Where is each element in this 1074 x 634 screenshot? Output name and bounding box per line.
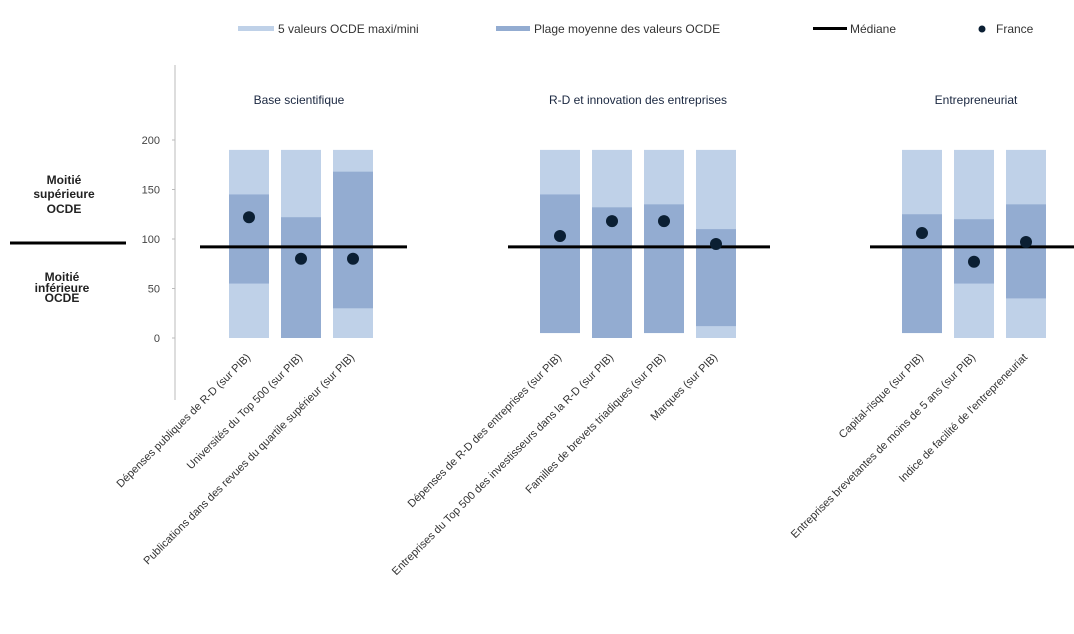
upper-half-label-line-3: OCDE [47, 202, 82, 216]
category-label: Universités du Top 500 (sur PIB) [185, 352, 305, 472]
upper-half-label-line-1: Moitié [47, 173, 82, 187]
panel-title: Base scientifique [254, 93, 345, 107]
legend-range-swatch [238, 26, 274, 31]
lower-half-label-line-3: OCDE [45, 291, 80, 305]
lower-half-label-line-2: inférieure [35, 281, 90, 295]
middle-band [1006, 204, 1046, 299]
y-tick-label: 100 [142, 234, 160, 246]
middle-band [333, 171, 373, 309]
legend-france: France [978, 22, 1034, 36]
france-point [710, 237, 722, 250]
panel-title: Entrepreneuriat [935, 93, 1018, 107]
legend-middle: Plage moyenne des valeurs OCDE [496, 22, 720, 36]
france-point [606, 215, 618, 228]
legend-range-label: 5 valeurs OCDE maxi/mini [278, 22, 419, 36]
middle-band [592, 207, 632, 338]
middle-band [954, 219, 994, 284]
y-tick-label: 200 [142, 135, 160, 147]
category-label: Publications dans des revues du quartile… [142, 352, 358, 568]
france-point [347, 252, 359, 265]
panel-2: R-D et innovation des entreprisesDépense… [390, 93, 770, 578]
legend-median-label: Médiane [850, 22, 896, 36]
france-point [1020, 235, 1032, 248]
y-tick-label: 150 [142, 185, 160, 197]
category-label: Capital-risque (sur PIB) [837, 352, 926, 441]
category-label: Entreprises du Top 500 des investisseurs… [390, 352, 616, 578]
legend-middle-swatch [496, 26, 530, 31]
y-tick-label: 0 [154, 333, 160, 345]
middle-band [540, 194, 580, 334]
legend-france-label: France [996, 22, 1034, 36]
lower-half-label-line-1: Moitié [45, 270, 80, 284]
category-label: Entreprises brevetantes de moins de 5 an… [789, 352, 978, 541]
france-point [243, 211, 255, 224]
legend: 5 valeurs OCDE maxi/mini Plage moyenne d… [238, 22, 1034, 36]
france-point [916, 227, 928, 240]
france-point [554, 230, 566, 243]
legend-range: 5 valeurs OCDE maxi/mini [238, 22, 419, 36]
france-point [968, 255, 980, 268]
panel-3: Entrepreneuriat Capital-risque (sur PIB)E… [789, 93, 1074, 541]
france-point [295, 252, 307, 265]
middle-band [229, 194, 269, 284]
middle-band [281, 217, 321, 338]
half-labels: Moitié supérieure OCDE Moitié inférieure… [10, 173, 126, 305]
legend-middle-label: Plage moyenne des valeurs OCDE [534, 22, 720, 36]
panel-title: R-D et innovation des entreprises [549, 93, 727, 107]
y-ticks: 0 50 100 150 200 [142, 135, 175, 345]
upper-half-label-line-2: supérieure [33, 187, 95, 201]
y-tick-label: 50 [148, 284, 160, 296]
legend-france-swatch [978, 25, 986, 33]
legend-median: Médiane [813, 22, 896, 36]
y-axis: 0 50 100 150 200 [142, 65, 176, 400]
france-point [658, 215, 670, 228]
